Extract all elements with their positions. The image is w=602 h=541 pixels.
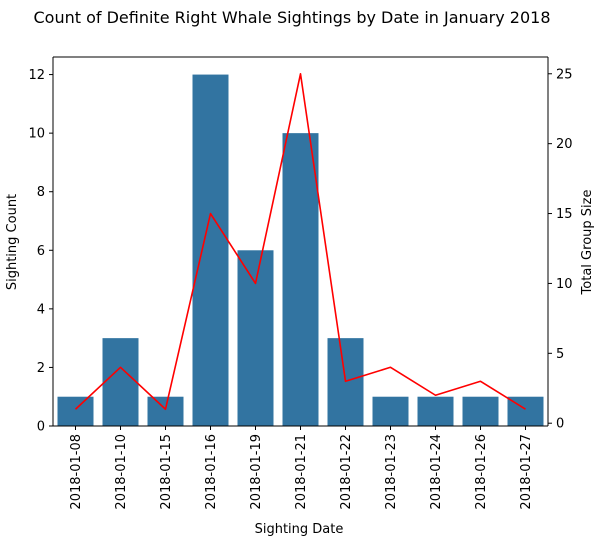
x-tick-label: 2018-01-10 <box>114 434 129 510</box>
bars <box>57 74 544 427</box>
x-tick-label: 2018-01-21 <box>294 434 309 510</box>
x-tick-label: 2018-01-22 <box>339 434 354 510</box>
x-tick-label: 2018-01-26 <box>474 434 489 510</box>
right-tick-label: 10 <box>556 277 573 292</box>
right-axis-ticks: 0 5 10 15 20 25 <box>548 67 573 432</box>
bar-2018-01-19 <box>237 250 274 426</box>
left-tick-label: 12 <box>28 68 45 83</box>
y2-axis-label: Total Group Size <box>580 190 595 296</box>
x-tick-label: 2018-01-08 <box>69 434 84 510</box>
group-size-line <box>74 72 526 411</box>
bar-2018-01-10 <box>102 338 139 426</box>
left-tick-label: 10 <box>28 127 45 142</box>
x-tick-label: 2018-01-27 <box>519 434 534 510</box>
left-tick-label: 0 <box>37 420 45 435</box>
bar-2018-01-08 <box>57 396 94 426</box>
bar-2018-01-21 <box>282 133 319 426</box>
left-axis-ticks: 0 2 4 6 8 10 12 <box>28 68 53 435</box>
bar-2018-01-23 <box>372 396 409 426</box>
x-tick-label: 2018-01-16 <box>204 434 219 510</box>
x-tick-label: 2018-01-19 <box>249 434 264 510</box>
right-tick-label: 0 <box>556 417 564 432</box>
right-tick-label: 5 <box>556 347 564 362</box>
x-axis-label: Sighting Date <box>255 522 344 537</box>
x-tick-label: 2018-01-24 <box>429 434 444 510</box>
bar-2018-01-26 <box>462 396 499 426</box>
left-tick-label: 8 <box>37 185 45 200</box>
chart-title: Count of Definite Right Whale Sightings … <box>33 8 550 27</box>
x-tick-label: 2018-01-23 <box>384 434 399 510</box>
left-tick-label: 4 <box>37 302 45 317</box>
bar-2018-01-16 <box>192 74 229 427</box>
left-tick-label: 2 <box>37 361 45 376</box>
x-tick-label: 2018-01-15 <box>159 434 174 510</box>
x-axis-ticks: 2018-01-08 2018-01-10 2018-01-15 2018-01-16… <box>69 426 534 510</box>
right-tick-label: 25 <box>556 67 573 82</box>
right-tick-label: 20 <box>556 137 573 152</box>
right-tick-label: 15 <box>556 207 573 222</box>
line-layer <box>74 72 526 411</box>
y-axis-label: Sighting Count <box>5 194 20 290</box>
bar-2018-01-24 <box>417 396 454 426</box>
left-tick-label: 6 <box>37 244 45 259</box>
bar-2018-01-15 <box>147 396 184 426</box>
